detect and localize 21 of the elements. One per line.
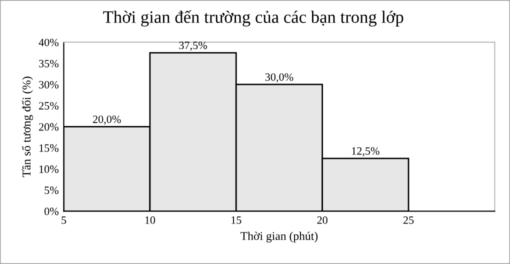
y-tick-label: 20% [39, 123, 59, 131]
y-tick-label: 40% [38, 38, 59, 46]
y-tick-label: 5% [44, 186, 59, 194]
x-tick-label: 20 [317, 216, 328, 224]
chart-title: Thời gian đến trường của các bạn trong lớp [103, 10, 404, 27]
data-label: 30,0% [265, 73, 294, 82]
y-tick-label: 25% [39, 102, 59, 110]
y-tick-label: 35% [39, 60, 59, 68]
x-tick-label: 5 [62, 216, 66, 224]
y-tick-label: 10% [40, 165, 59, 173]
data-label: 37,5% [179, 42, 208, 51]
data-label: 20,0% [92, 116, 121, 125]
data-label: 12,5% [352, 147, 380, 156]
x-tick-label: 25 [403, 216, 414, 224]
x-tick-label: 10 [145, 216, 156, 224]
y-tick-label: 15% [40, 144, 59, 152]
y-tick-label: 0% [44, 208, 59, 216]
y-axis-title: Tần số tương đối (%) [22, 76, 33, 178]
y-tick-label: 30% [39, 80, 59, 88]
x-tick-label: 15 [232, 216, 242, 224]
x-axis-title: Thời gian (phút) [240, 232, 318, 242]
